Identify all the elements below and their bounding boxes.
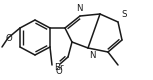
- Text: O: O: [6, 34, 12, 42]
- Text: S: S: [121, 10, 127, 19]
- Text: N: N: [76, 4, 82, 12]
- Text: Br: Br: [54, 62, 63, 72]
- Text: O: O: [56, 66, 62, 76]
- Text: N: N: [90, 51, 96, 60]
